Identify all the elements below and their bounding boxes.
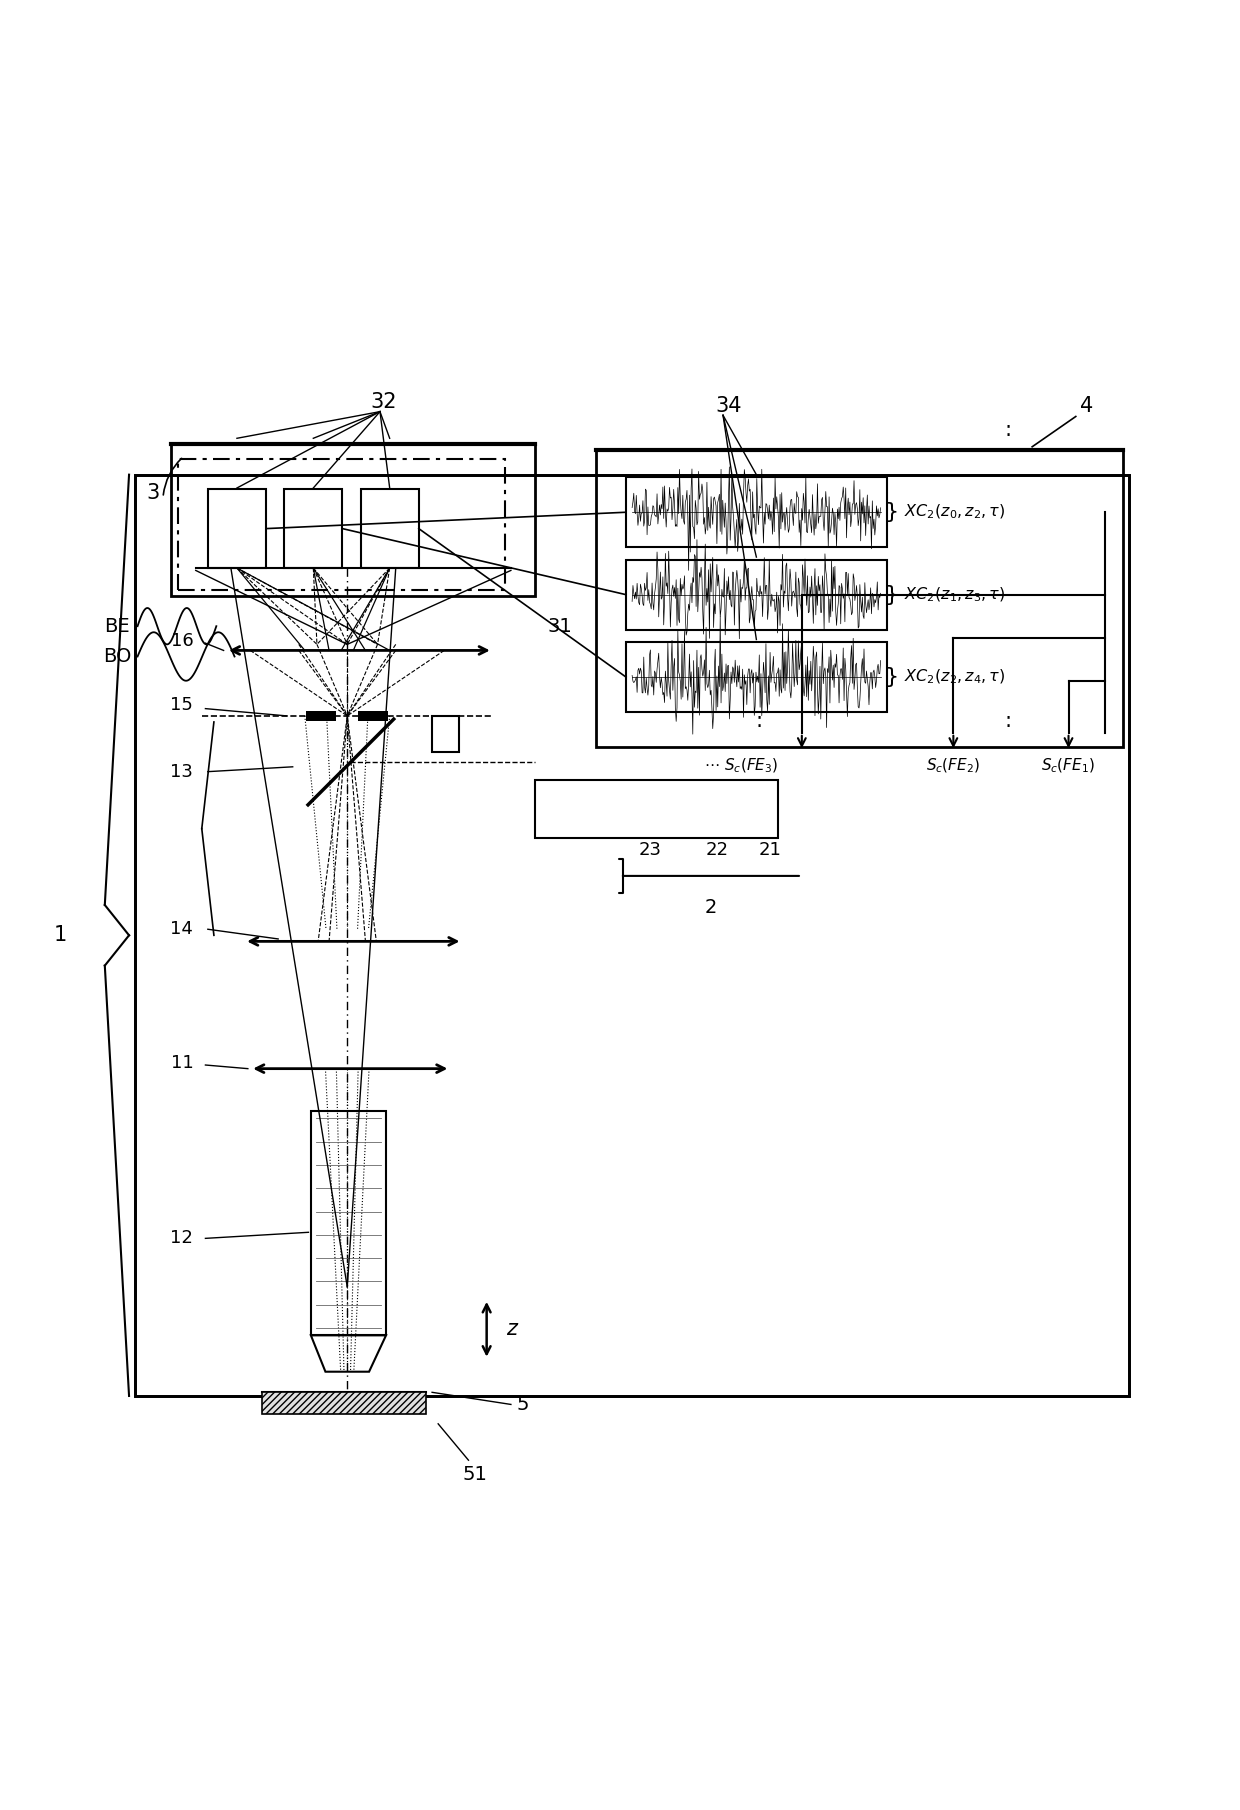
Bar [432, 717, 459, 753]
Text: 13: 13 [170, 762, 193, 780]
Text: :: : [1004, 420, 1012, 440]
Text: 31: 31 [547, 617, 572, 635]
Bar [208, 489, 267, 568]
Text: 2: 2 [704, 898, 717, 916]
Bar [626, 478, 887, 547]
Bar [177, 460, 505, 590]
Text: }: } [884, 668, 899, 688]
Text: BE: BE [104, 617, 130, 635]
Text: BO: BO [103, 646, 131, 666]
Bar [135, 474, 1130, 1396]
Bar [135, 474, 1130, 1396]
Text: :: : [756, 711, 763, 731]
Text: $XC_2(z_1,z_3,\tau)$: $XC_2(z_1,z_3,\tau)$ [904, 585, 1006, 605]
Bar [626, 559, 887, 630]
Text: 12: 12 [170, 1229, 193, 1247]
Text: 22: 22 [706, 842, 728, 860]
Text: 51: 51 [463, 1466, 487, 1484]
Bar [595, 451, 1123, 748]
Bar [536, 780, 777, 838]
Text: 4: 4 [1080, 396, 1094, 416]
Text: 11: 11 [171, 1053, 193, 1072]
Bar [263, 1392, 427, 1414]
Text: :: : [1004, 711, 1012, 731]
Text: 32: 32 [371, 393, 397, 413]
Text: $XC_2(z_2,z_4,\tau)$: $XC_2(z_2,z_4,\tau)$ [904, 668, 1006, 686]
Text: 23: 23 [639, 842, 662, 860]
Bar [306, 711, 336, 720]
Text: 5: 5 [517, 1396, 529, 1414]
Text: 15: 15 [170, 697, 193, 713]
Text: }: } [884, 501, 899, 523]
Text: 14: 14 [170, 919, 193, 938]
Text: 16: 16 [171, 632, 193, 650]
Text: $S_c(FE_1)$: $S_c(FE_1)$ [1042, 757, 1096, 775]
Text: $S_c(FE_2)$: $S_c(FE_2)$ [926, 757, 981, 775]
Bar [361, 489, 419, 568]
Bar [284, 489, 342, 568]
Text: 34: 34 [715, 396, 743, 416]
Text: $\cdots\ S_c(FE_3)$: $\cdots\ S_c(FE_3)$ [704, 757, 779, 775]
Text: 1: 1 [53, 925, 67, 945]
Bar [626, 643, 887, 713]
Text: 3: 3 [146, 483, 160, 503]
Bar [358, 711, 388, 720]
Text: $XC_2(z_0,z_2,\tau)$: $XC_2(z_0,z_2,\tau)$ [904, 503, 1006, 521]
Text: 21: 21 [759, 842, 781, 860]
Bar [171, 445, 536, 595]
Text: $z$: $z$ [506, 1319, 520, 1339]
Bar [311, 1111, 386, 1336]
Text: }: } [884, 585, 899, 605]
